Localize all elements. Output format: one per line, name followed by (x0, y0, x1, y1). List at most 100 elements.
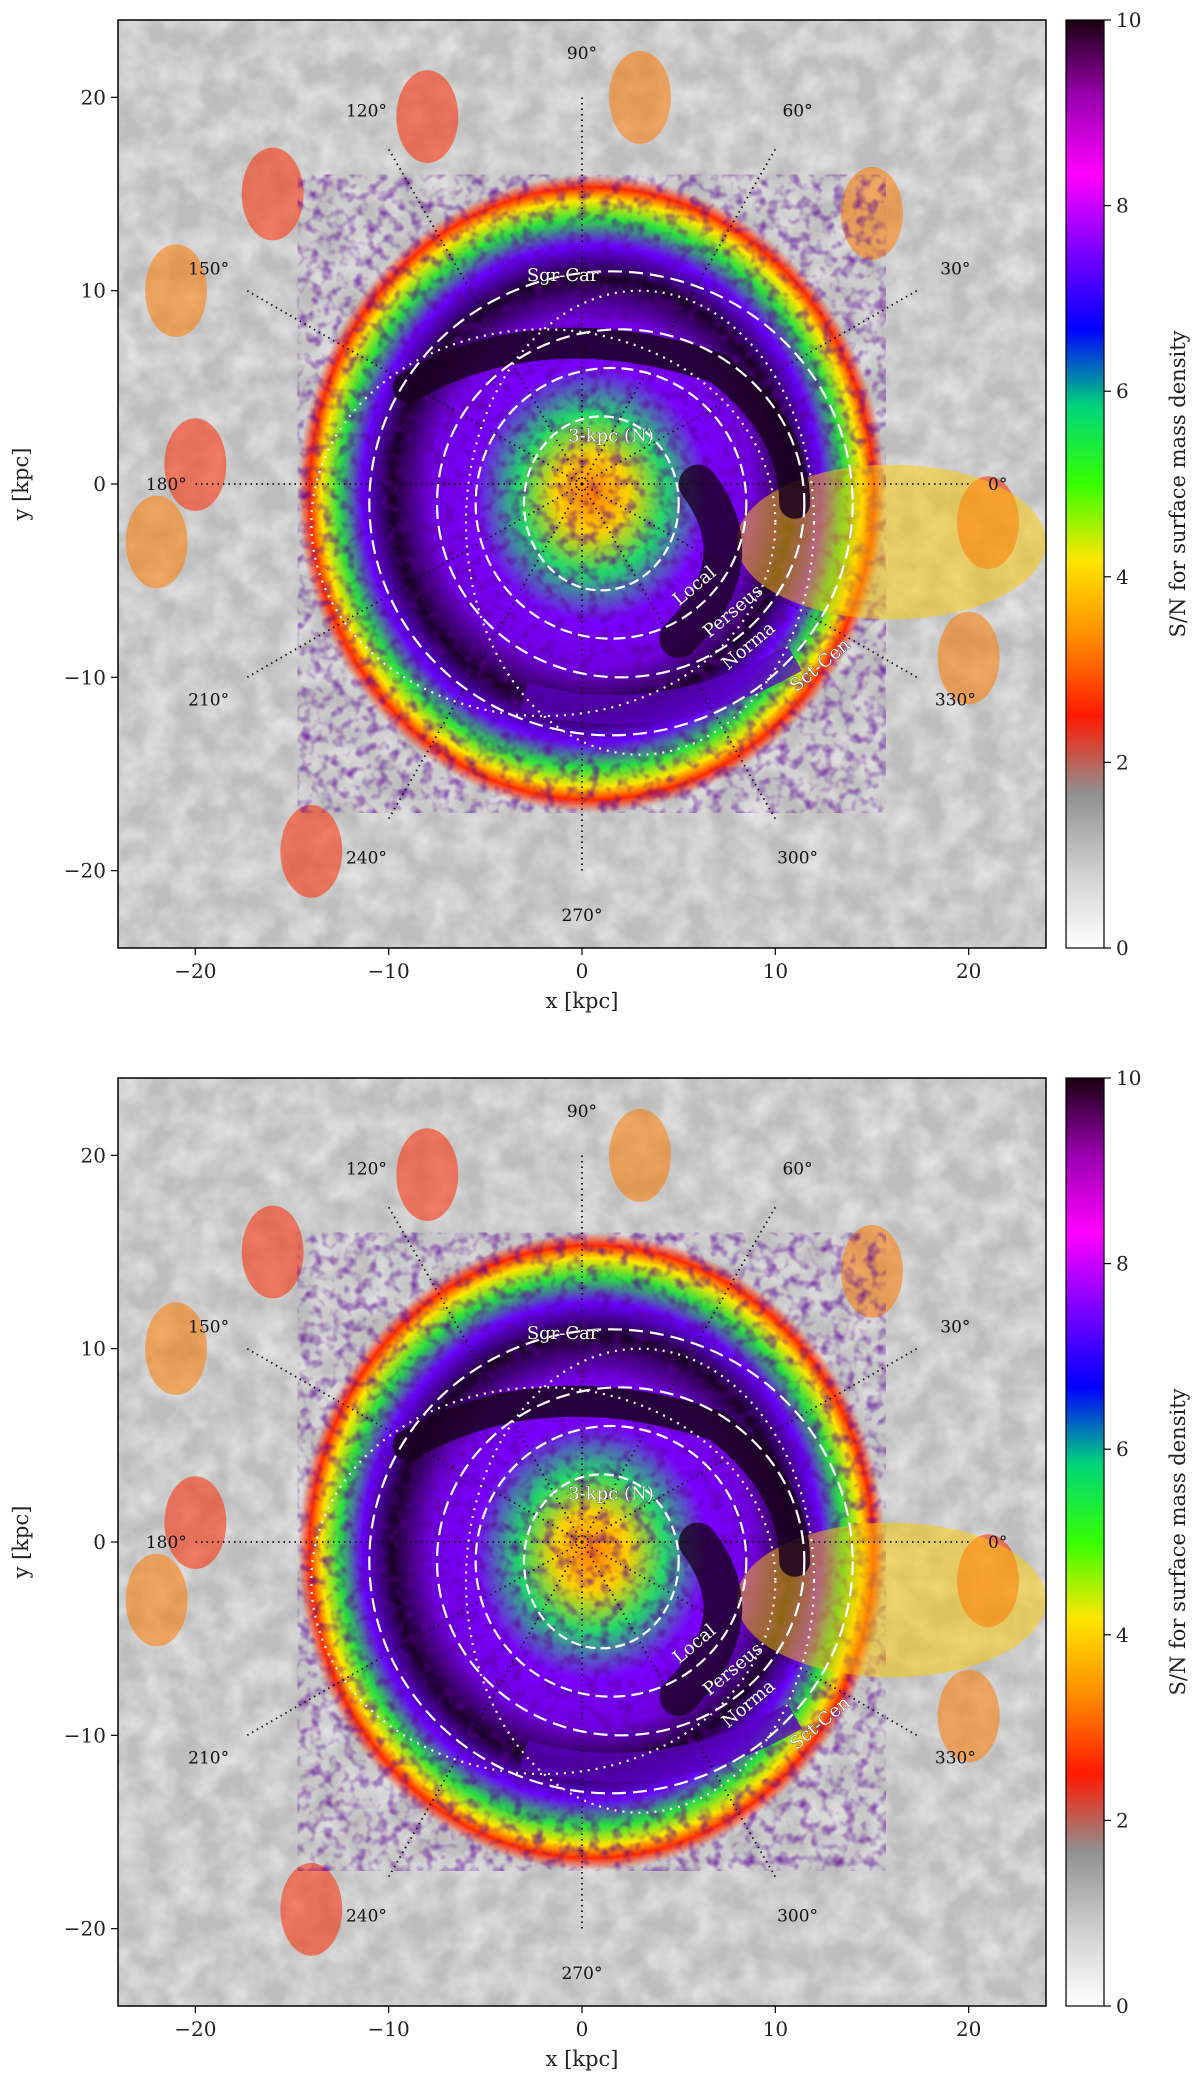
longitude-ray (581, 1541, 918, 1737)
dark-arm-band (659, 464, 743, 659)
longitude-label: 60° (782, 1160, 812, 1180)
x-axis-label: x [kpc] (546, 2047, 619, 2071)
longitude-label: 240° (346, 848, 387, 868)
colorbar-tick-label: 8 (1116, 194, 1129, 218)
arm-overlay (368, 270, 854, 737)
arm-label: Sgr-Car (527, 1323, 599, 1344)
longitude-ray (387, 148, 583, 485)
longitude-label: 270° (562, 906, 603, 926)
longitude-ray (387, 483, 583, 820)
arm-label: 3-kpc (N) (568, 1483, 654, 1504)
outer-blob (145, 244, 207, 338)
outer-blob (280, 1862, 343, 1956)
arm-overlay (474, 366, 748, 640)
outer-blob (841, 1224, 903, 1318)
colorbar-tick-label: 4 (1116, 1623, 1129, 1647)
x-tick-label: −10 (368, 2017, 410, 2041)
longitude-label: 300° (777, 848, 818, 868)
arm-overlay (435, 328, 806, 679)
outer-blob (841, 166, 903, 260)
outer-blob (396, 70, 459, 164)
arm-overlay (464, 289, 816, 756)
arm-overlay (522, 1473, 680, 1650)
longitude-label: 210° (188, 691, 229, 711)
panel-bottom: 0° 30° 60° 90° 120° 150° 180° 210° 240° 270° 300° 3… (9, 1066, 1190, 2071)
outer-blob (937, 611, 1000, 705)
longitude-ray (581, 1347, 918, 1543)
dark-arm-band (659, 1522, 743, 1717)
y-tick-label: −10 (64, 665, 106, 689)
east-extension (736, 1522, 1046, 1678)
longitude-label: 60° (782, 102, 812, 122)
longitude-label: 90° (567, 1102, 597, 1122)
colorbar (1065, 1077, 1105, 2007)
colorbar-tick-label: 4 (1116, 565, 1129, 589)
x-tick-label: 0 (576, 2017, 589, 2041)
y-tick-label: 10 (81, 279, 106, 303)
longitude-label: 120° (346, 102, 387, 122)
longitude-label: 300° (777, 1906, 818, 1926)
outer-blob (164, 1476, 227, 1570)
colorbar (1065, 19, 1105, 949)
longitude-label: 120° (346, 1160, 387, 1180)
x-tick-label: 10 (763, 959, 788, 983)
purple-arm-band (520, 645, 802, 725)
colorbar-tick-label: 6 (1116, 1437, 1129, 1461)
longitude-label: 240° (346, 1906, 387, 1926)
arm-label: 3-kpc (N) (568, 425, 654, 446)
x-tick-label: −10 (368, 959, 410, 983)
dark-arm-band (392, 1385, 811, 1577)
x-tick-label: 20 (956, 2017, 981, 2041)
y-tick-label: 20 (81, 1143, 106, 1167)
outer-blob (937, 1669, 1000, 1763)
outer-blob (609, 50, 671, 144)
arm-overlay (464, 1347, 816, 1814)
longitude-ray (246, 289, 583, 485)
longitude-ray (246, 1541, 583, 1737)
longitude-label: 210° (188, 1749, 229, 1769)
y-axis-label: y [kpc] (9, 448, 33, 522)
purple-arm-band (520, 1703, 802, 1783)
arm-overlay (310, 328, 777, 718)
outer-blob (396, 1128, 459, 1222)
y-tick-label: −10 (64, 1723, 106, 1747)
y-tick-label: −20 (64, 859, 106, 883)
outer-blob (241, 147, 304, 241)
longitude-ray (387, 1541, 583, 1878)
arm-overlay (310, 1386, 777, 1776)
colorbar-tick-label: 2 (1116, 1808, 1129, 1832)
longitude-label: 30° (940, 1317, 970, 1337)
panel-top: 0° 30° 60° 90° 120° 150° 180° 210° 240° 270° 300° 3… (9, 8, 1190, 1013)
colorbar-tick-label: 10 (1116, 1066, 1141, 1090)
y-tick-label: 20 (81, 85, 106, 109)
longitude-label: 150° (188, 1317, 229, 1337)
longitude-ray (581, 483, 777, 820)
x-tick-label: −20 (174, 959, 216, 983)
x-axis-label: x [kpc] (546, 989, 619, 1013)
longitude-ray (246, 1347, 583, 1543)
longitude-label: 90° (567, 44, 597, 64)
outer-blob (145, 1302, 207, 1396)
longitude-label: 0° (988, 475, 1007, 495)
longitude-ray (581, 1206, 777, 1543)
longitude-ray (581, 483, 918, 679)
outer-blob (241, 1205, 304, 1299)
outer-blob (125, 495, 188, 589)
longitude-ray (581, 289, 918, 485)
arm-label: Sgr-Car (527, 265, 599, 286)
y-axis-label: y [kpc] (9, 1506, 33, 1580)
longitude-label: 180° (146, 475, 187, 495)
longitude-label: 330° (935, 1749, 976, 1769)
plot-area: 0° 30° 60° 90° 120° 150° 180° 210° 240° 270° 300° 3… (118, 1078, 1046, 2006)
x-tick-label: 20 (956, 959, 981, 983)
outer-blob (280, 804, 343, 898)
longitude-ray (581, 148, 777, 485)
x-tick-label: 0 (576, 959, 589, 983)
colorbar-label: S/N for surface mass density (1166, 330, 1190, 637)
outer-blob (609, 1108, 671, 1202)
colorbar-label: S/N for surface mass density (1166, 1388, 1190, 1695)
colorbar-tick-label: 8 (1116, 1252, 1129, 1276)
arm-overlay (522, 415, 680, 592)
arm-overlay (474, 1424, 748, 1698)
